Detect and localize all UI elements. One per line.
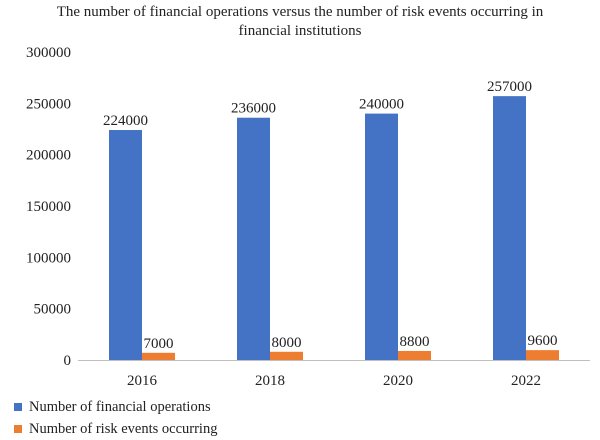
data-label: 9600 <box>528 333 558 349</box>
legend-swatch-operations <box>14 403 22 411</box>
legend-label-operations: Number of financial operations <box>29 398 211 415</box>
bar-operations <box>493 96 526 360</box>
y-tick-label: 300000 <box>26 45 71 61</box>
chart-title-line-2: financial institutions <box>238 23 362 39</box>
data-label: 8800 <box>400 334 430 350</box>
x-tick-label: 2022 <box>511 373 541 389</box>
y-tick-label: 0 <box>64 353 72 369</box>
legend: Number of financial operations Number of… <box>14 396 217 440</box>
x-tick-label: 2016 <box>127 373 158 389</box>
y-tick-label: 50000 <box>34 302 72 318</box>
bar-risk-events <box>526 350 559 360</box>
data-label: 7000 <box>144 336 174 352</box>
x-tick-label: 2018 <box>255 373 285 389</box>
bar-operations <box>237 117 270 360</box>
y-tick-label: 100000 <box>26 250 71 266</box>
bar-risk-events <box>270 351 303 360</box>
data-label: 224000 <box>103 113 148 129</box>
data-label: 257000 <box>487 79 532 95</box>
bar-operations <box>109 130 142 360</box>
y-tick-label: 200000 <box>26 148 71 164</box>
x-tick-label: 2020 <box>383 373 413 389</box>
bar-risk-events <box>398 350 431 360</box>
data-label: 236000 <box>231 101 276 117</box>
legend-item-risk-events: Number of risk events occurring <box>14 418 217 440</box>
y-tick-label: 250000 <box>26 96 71 112</box>
legend-item-operations: Number of financial operations <box>14 396 217 418</box>
chart-title-line-1: The number of financial operations versu… <box>56 4 544 20</box>
data-label: 240000 <box>359 97 404 113</box>
bar-risk-events <box>142 352 175 360</box>
y-tick-label: 150000 <box>26 199 71 215</box>
legend-label-risk-events: Number of risk events occurring <box>29 420 218 437</box>
data-label: 8000 <box>272 335 302 351</box>
bar-operations <box>365 113 398 360</box>
legend-swatch-risk-events <box>14 425 22 433</box>
